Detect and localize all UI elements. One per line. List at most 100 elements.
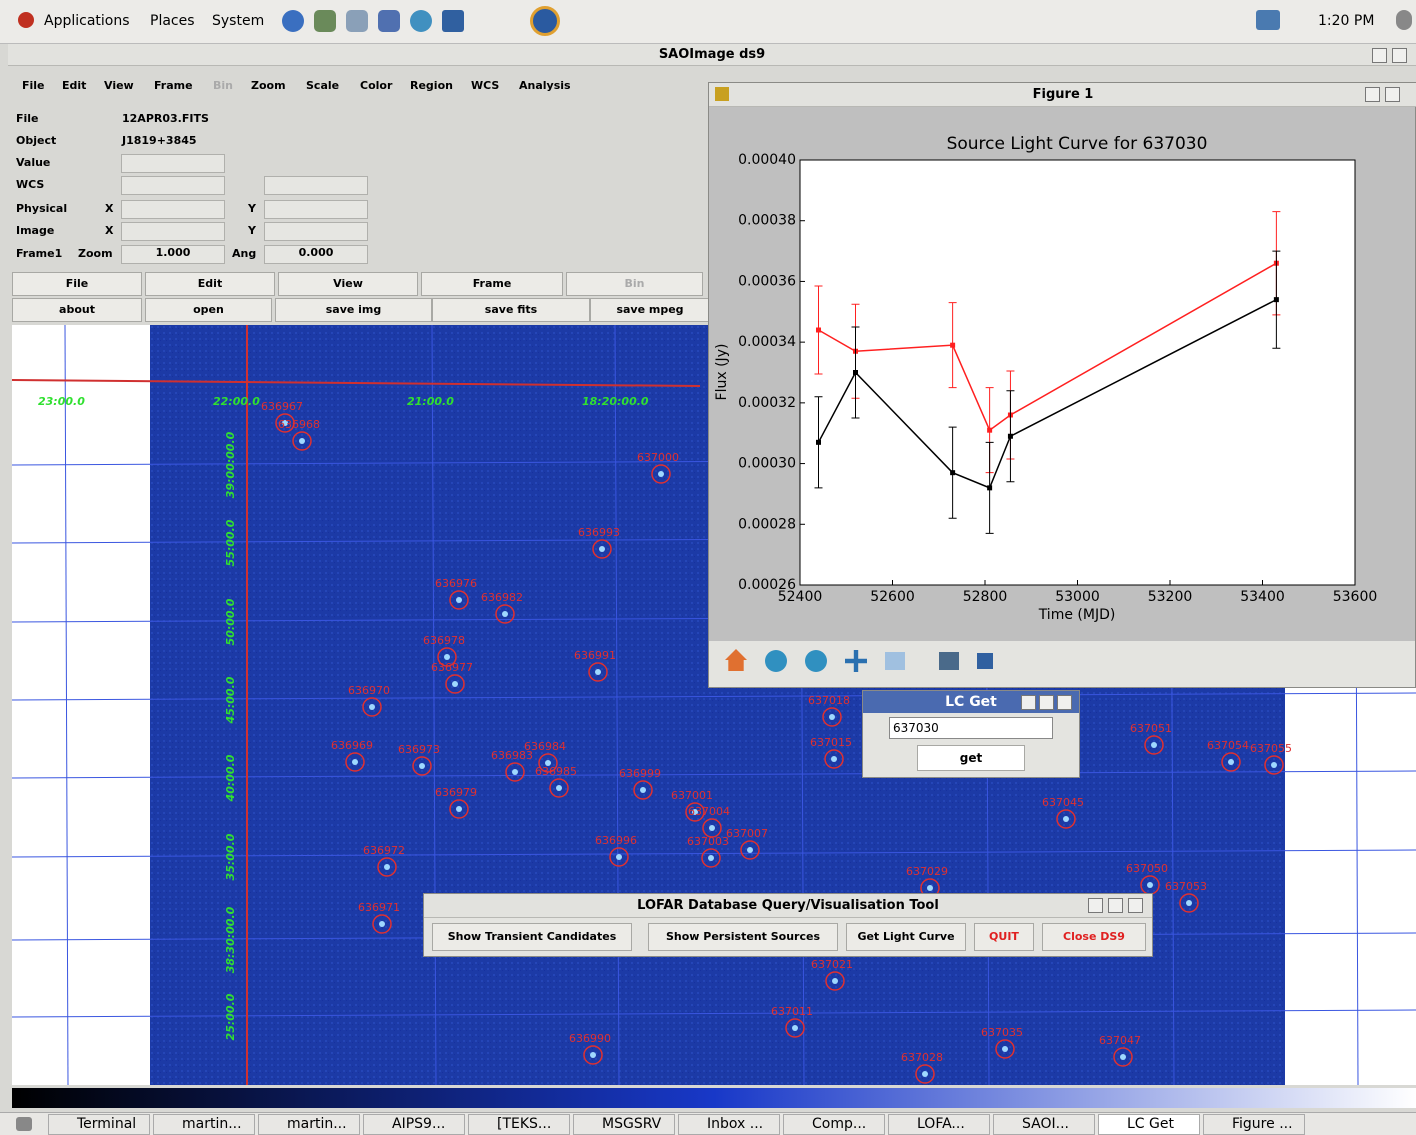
source-glow: [1271, 762, 1277, 768]
source-label: 636982: [481, 591, 523, 604]
source-glow: [1120, 1054, 1126, 1060]
source-label: 637029: [906, 865, 948, 878]
source-label: 636977: [431, 661, 473, 674]
task-button[interactable]: LOFA...: [888, 1114, 990, 1135]
task-button[interactable]: SAOI...: [993, 1114, 1095, 1135]
dec-label: 55:00.0: [224, 519, 237, 566]
task-button[interactable]: Figure ...: [1203, 1114, 1305, 1135]
data-point: [853, 370, 858, 375]
data-point: [950, 470, 955, 475]
lofar-titlebar: LOFAR Database Query/Visualisation Tool: [424, 894, 1152, 918]
source-glow: [1186, 900, 1192, 906]
chart-title: Source Light Curve for 637030: [947, 134, 1208, 154]
source-label: 636976: [435, 577, 477, 590]
ra-label: 18:20:00.0: [582, 395, 649, 408]
source-label: 636971: [358, 901, 400, 914]
task-button[interactable]: AIPS9...: [363, 1114, 465, 1135]
subplots-button[interactable]: [939, 652, 959, 670]
source-label: 636999: [619, 767, 661, 780]
task-button[interactable]: Terminal: [48, 1114, 150, 1135]
window-title: LC Get: [945, 694, 997, 710]
source-glow: [922, 1071, 928, 1077]
minimize-button[interactable]: [1021, 695, 1036, 710]
tool-button[interactable]: Show Persistent Sources: [648, 923, 838, 951]
show-desktop[interactable]: [16, 1117, 32, 1131]
source-glow: [502, 611, 508, 617]
plot-area: [800, 160, 1355, 585]
source-label: 637053: [1165, 880, 1207, 893]
save-button[interactable]: [977, 653, 993, 669]
back-button[interactable]: [765, 650, 787, 672]
dec-label: 35:00.0: [224, 833, 237, 880]
y-tick-label: 0.00028: [738, 516, 796, 532]
source-label: 637051: [1130, 722, 1172, 735]
source-glow: [299, 438, 305, 444]
source-glow: [747, 847, 753, 853]
source-glow: [1151, 742, 1157, 748]
y-tick-label: 0.00038: [738, 213, 796, 229]
tool-button[interactable]: QUIT: [974, 923, 1034, 951]
y-tick-label: 0.00026: [738, 577, 796, 593]
maximize-button[interactable]: [1108, 898, 1123, 913]
zoom-button[interactable]: [885, 652, 905, 670]
source-label: 637035: [981, 1026, 1023, 1039]
dec-label: 45:00.0: [224, 676, 237, 724]
maximize-button[interactable]: [1385, 87, 1400, 102]
source-glow: [512, 769, 518, 775]
source-label: 637011: [771, 1005, 813, 1018]
dec-label: 38:30:00.0: [224, 906, 237, 973]
data-point: [950, 343, 955, 348]
close-button[interactable]: [1057, 695, 1072, 710]
source-glow: [590, 1052, 596, 1058]
source-glow: [452, 681, 458, 687]
task-button[interactable]: LC Get: [1098, 1114, 1200, 1135]
task-button[interactable]: Inbox ...: [678, 1114, 780, 1135]
window-title: LOFAR Database Query/Visualisation Tool: [637, 898, 939, 913]
forward-button[interactable]: [805, 650, 827, 672]
source-id-input[interactable]: 637030: [889, 717, 1053, 739]
close-button[interactable]: [1128, 898, 1143, 913]
source-glow: [1063, 816, 1069, 822]
source-label: 636996: [595, 834, 637, 847]
source-label: 637007: [726, 827, 768, 840]
y-tick-label: 0.00036: [738, 273, 796, 289]
source-label: 637004: [688, 805, 730, 818]
task-button[interactable]: martin...: [153, 1114, 255, 1135]
x-tick-label: 53400: [1240, 589, 1285, 605]
task-button[interactable]: Comp...: [783, 1114, 885, 1135]
source-label: 636970: [348, 684, 390, 697]
source-glow: [599, 546, 605, 552]
source-glow: [709, 825, 715, 831]
task-button[interactable]: MSGSRV: [573, 1114, 675, 1135]
home-button[interactable]: [725, 649, 747, 671]
tool-button[interactable]: Close DS9: [1042, 923, 1146, 951]
task-button[interactable]: martin...: [258, 1114, 360, 1135]
tool-button[interactable]: Get Light Curve: [846, 923, 966, 951]
x-tick-label: 53000: [1055, 589, 1100, 605]
source-glow: [708, 855, 714, 861]
lofar-buttons: Show Transient Candidates Show Persistent…: [424, 920, 1152, 956]
source-label: 636967: [261, 400, 303, 413]
source-glow: [616, 854, 622, 860]
window-title: Figure 1: [1033, 87, 1094, 102]
dec-label: 40:00.0: [224, 754, 237, 802]
maximize-button[interactable]: [1039, 695, 1054, 710]
tool-button[interactable]: Show Transient Candidates: [432, 923, 632, 951]
source-label: 637047: [1099, 1034, 1141, 1047]
task-button[interactable]: [TEKS...: [468, 1114, 570, 1135]
get-button[interactable]: get: [917, 745, 1025, 771]
source-label: 637028: [901, 1051, 943, 1064]
source-label: 637054: [1207, 739, 1249, 752]
source-label: 637001: [671, 789, 713, 802]
minimize-button[interactable]: [1365, 87, 1380, 102]
minimize-button[interactable]: [1088, 898, 1103, 913]
x-tick-label: 52800: [963, 589, 1008, 605]
source-glow: [352, 759, 358, 765]
source-label: 636993: [578, 526, 620, 539]
y-tick-label: 0.00040: [738, 152, 796, 168]
taskbar: Terminalmartin...martin...AIPS9...[TEKS.…: [0, 1112, 1416, 1135]
pan-button[interactable]: [845, 650, 867, 672]
source-label: 636985: [535, 765, 577, 778]
x-tick-label: 52600: [870, 589, 915, 605]
dec-label: 39:00:00.0: [224, 431, 237, 498]
